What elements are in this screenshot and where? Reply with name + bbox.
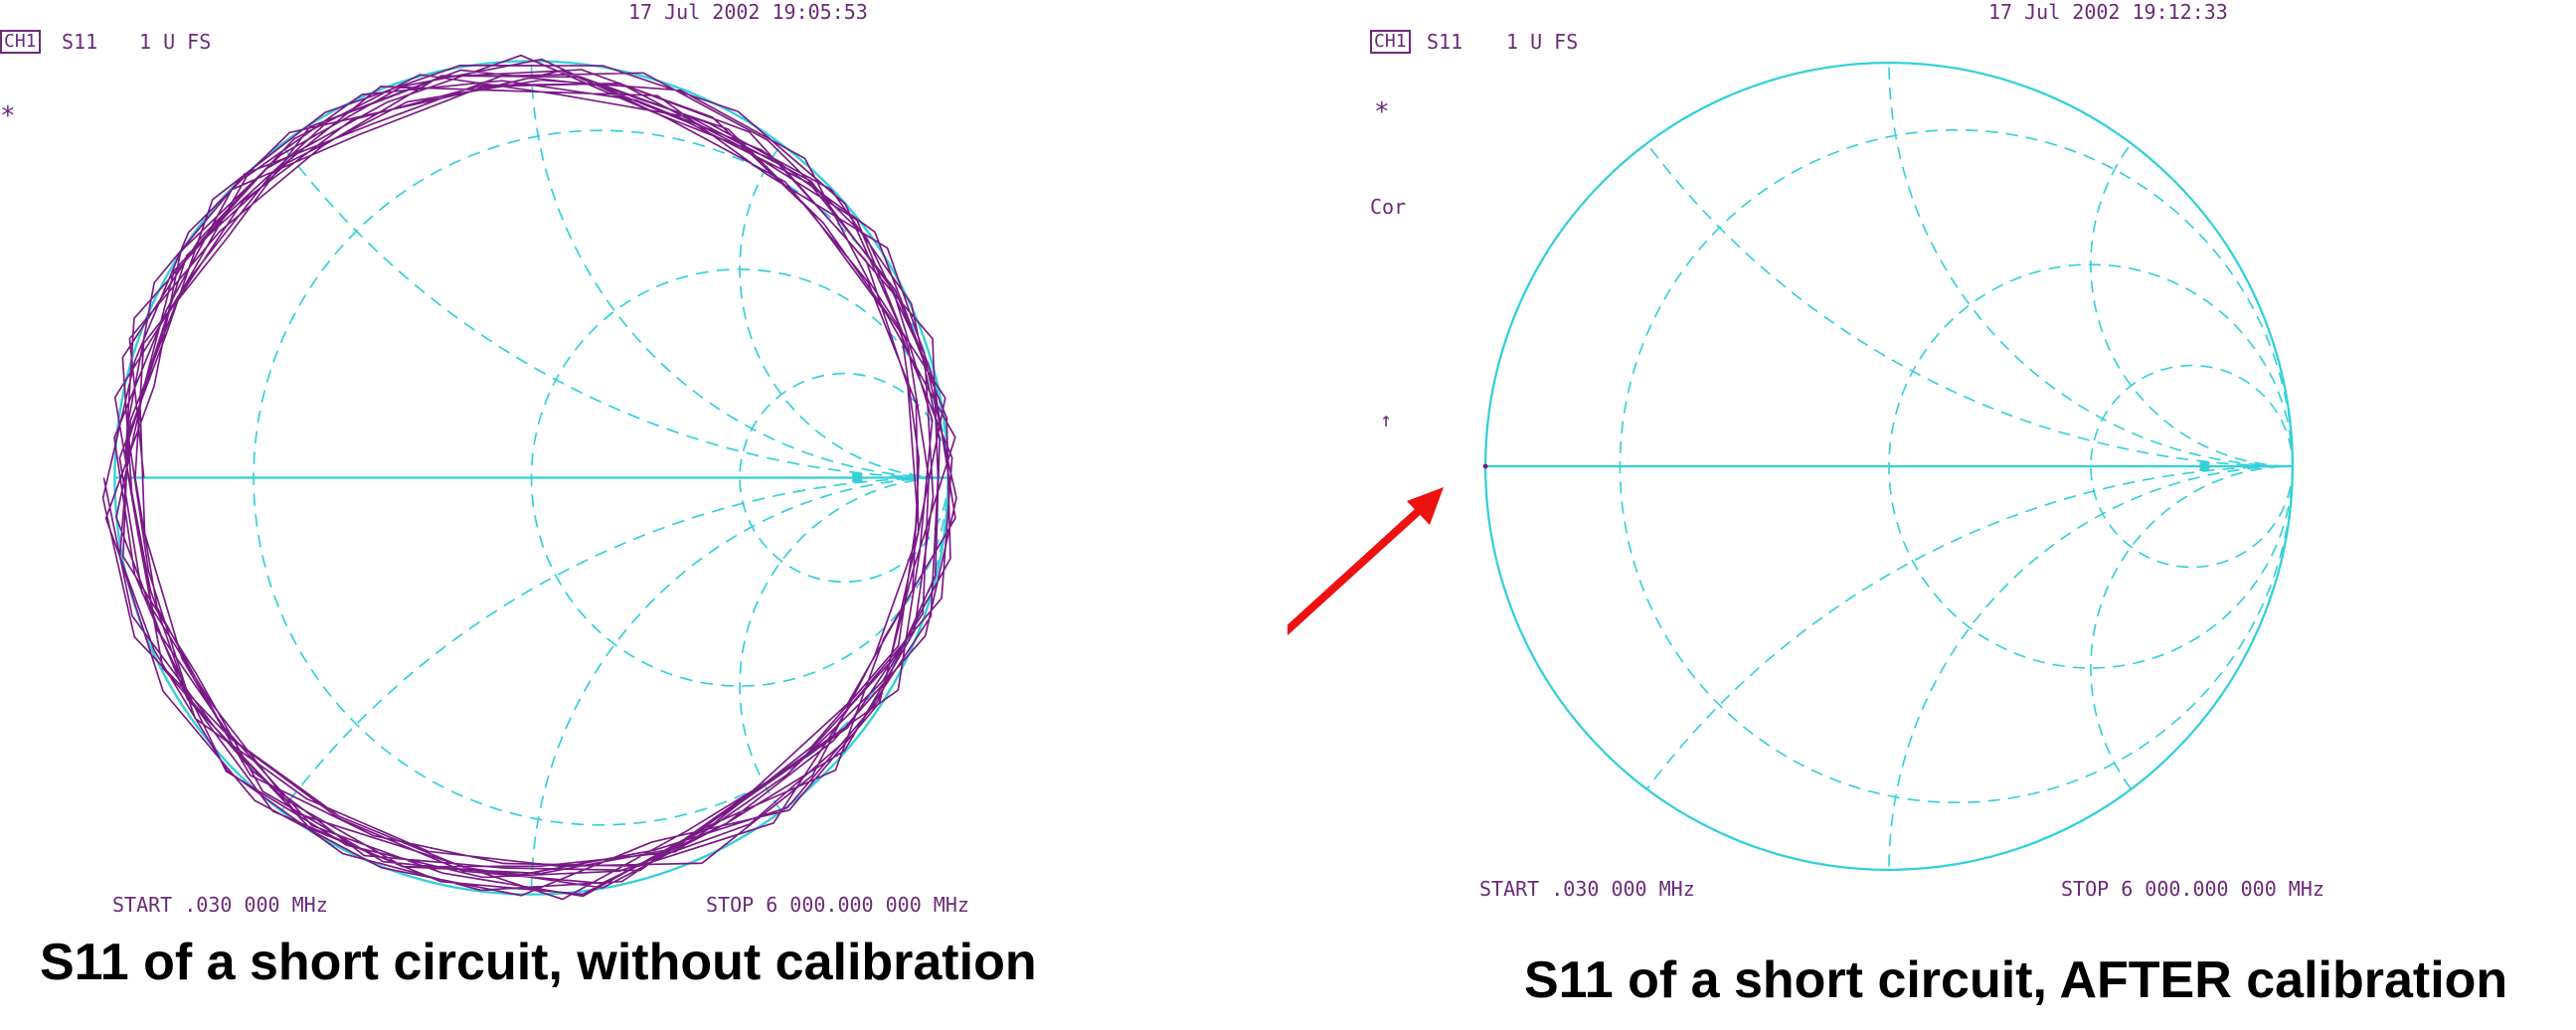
reactance-arc — [739, 476, 948, 895]
stop-frequency: STOP 6 000.000 000 MHz — [706, 893, 969, 917]
red-pointer-arrow-icon — [1288, 487, 1444, 636]
reference-arrow-icon: ↑ — [1380, 408, 1393, 431]
s11-trace — [101, 54, 957, 901]
reactance-arc — [739, 61, 948, 479]
scale-label: 1 U FS — [1506, 30, 1579, 54]
channel-badge: CH1 — [0, 30, 41, 54]
correction-indicator: Cor — [1370, 195, 1407, 219]
timestamp: 17 Jul 2002 19:12:33 — [1988, 0, 2228, 24]
scale-label: 1 U FS — [139, 30, 212, 54]
parameter-label: S11 — [1427, 30, 1463, 54]
caption: S11 of a short circuit, without calibrat… — [40, 934, 1037, 991]
parameter-label: S11 — [62, 30, 98, 54]
timestamp: 17 Jul 2002 19:05:53 — [628, 0, 868, 24]
start-frequency: START .030 000 MHz — [112, 893, 328, 917]
reactance-arc — [530, 61, 948, 479]
reactance-arc — [2090, 465, 2293, 870]
start-frequency: START .030 000 MHz — [1479, 877, 1695, 901]
stop-frequency: STOP 6 000.000 000 MHz — [2061, 877, 2324, 901]
marker-square — [852, 472, 863, 483]
left-panel: 17 Jul 2002 19:05:53 CH1 S11 1 U FS * ST… — [0, 0, 1037, 991]
s11-short-point — [1482, 463, 1488, 469]
channel-badge: CH1 — [1370, 30, 1411, 54]
marker-asterisk: * — [0, 101, 16, 131]
marker-asterisk: * — [1374, 97, 1390, 127]
reactance-arc — [2090, 63, 2293, 467]
smith-chart-uncalibrated — [101, 54, 957, 901]
right-panel: 17 Jul 2002 19:12:33 CH1 S11 1 U FS * Co… — [1288, 0, 2576, 1030]
caption: S11 of a short circuit, AFTER calibratio… — [1524, 951, 2508, 1009]
marker-square — [2199, 461, 2210, 471]
smith-chart-calibrated — [1482, 61, 2295, 872]
